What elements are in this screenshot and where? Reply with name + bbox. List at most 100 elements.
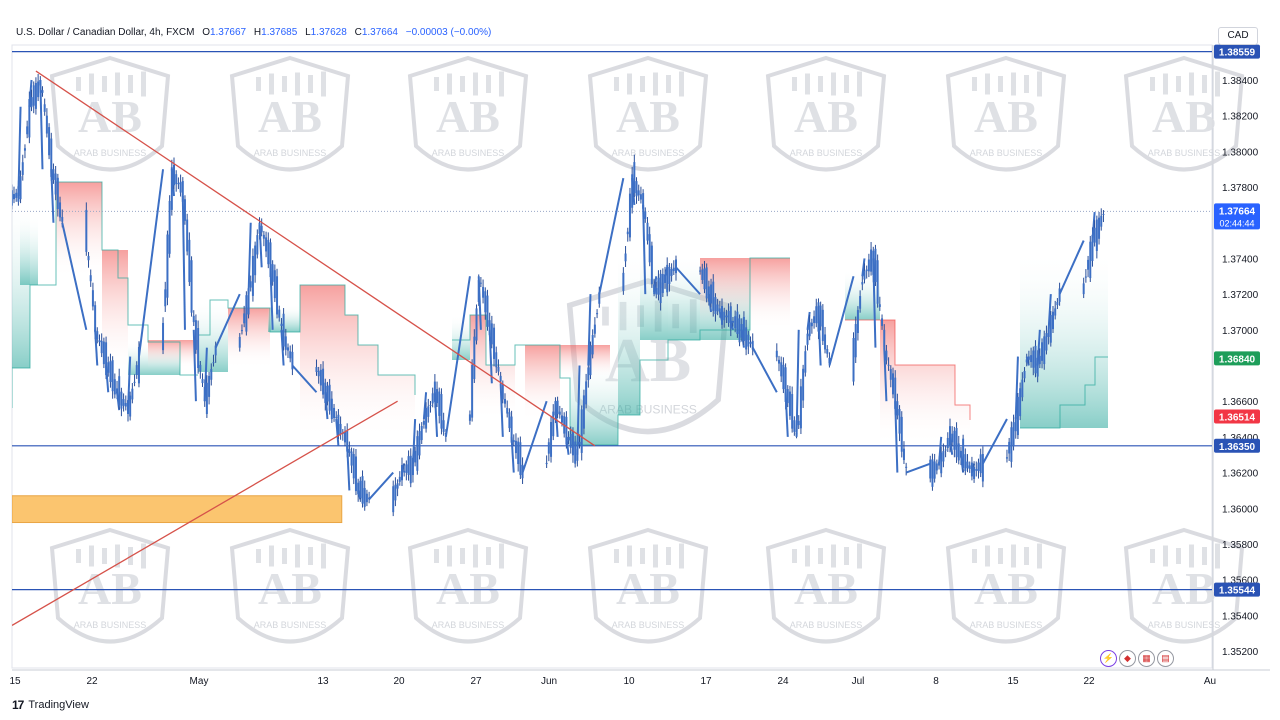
candle-body	[251, 255, 254, 296]
us-flag-icon[interactable]: ▤	[1157, 650, 1174, 667]
candle-body	[870, 249, 873, 272]
candle-body	[333, 407, 336, 418]
candle-body	[780, 362, 783, 377]
y-tick-label: 1.36600	[1222, 397, 1259, 408]
tradingview-logo[interactable]: 17 TradingView	[12, 698, 89, 712]
candle-body	[946, 437, 949, 449]
watermark-shield-icon: AB ARAB BUSINESS	[229, 55, 351, 172]
candle-body	[747, 334, 750, 347]
candle-body	[657, 277, 660, 295]
candle-body	[558, 411, 561, 415]
x-tick-label: Au	[1204, 676, 1216, 687]
candle-body	[175, 174, 178, 185]
price-badge-level[interactable]: 1.36350	[1214, 438, 1260, 453]
watermark-text: ARAB BUSINESS	[74, 148, 147, 158]
canada-flag-icon[interactable]: ◆	[1119, 650, 1136, 667]
candle-body	[1016, 396, 1019, 436]
y-tick-label: 1.37400	[1222, 254, 1259, 265]
close-value: 1.37664	[361, 27, 398, 38]
price-path-segment	[521, 400, 548, 473]
price-badge-support[interactable]: 1.36840	[1214, 351, 1260, 366]
svg-text:AB: AB	[794, 91, 858, 142]
candle-body	[1010, 427, 1013, 462]
candle-body	[626, 231, 629, 235]
candle-body	[813, 316, 816, 323]
candle-body	[414, 450, 417, 463]
candle-body	[734, 316, 737, 329]
candle-body	[475, 308, 478, 341]
candle-body	[668, 266, 671, 285]
candle-body	[968, 465, 971, 469]
price-axis[interactable]: 1.38400 1.38200 1.38000 1.37800 1.37400 1.372…	[1222, 76, 1259, 658]
candle-body	[889, 369, 892, 380]
candle-body	[256, 235, 259, 255]
watermark-text: ARAB BUSINESS	[74, 620, 147, 630]
candle-body	[736, 311, 739, 334]
candle-body	[826, 349, 829, 354]
candle-body	[504, 398, 506, 404]
candle-body	[655, 287, 658, 295]
candle-body	[514, 440, 517, 454]
lightning-icon[interactable]: ⚡	[1100, 650, 1117, 667]
candle-body	[425, 407, 428, 429]
candle-body	[436, 389, 439, 404]
watermark-text: ARAB BUSINESS	[432, 620, 505, 630]
candle-body	[650, 245, 653, 284]
candle-body	[552, 411, 555, 437]
candle-body	[12, 190, 13, 206]
calendar-icon[interactable]: ▦	[1138, 650, 1155, 667]
candle-body	[797, 420, 800, 426]
support-band	[198, 300, 228, 372]
candle-body	[56, 177, 59, 210]
candle-body	[23, 148, 26, 151]
candle-body	[240, 330, 243, 332]
candle-body	[955, 427, 958, 458]
candle-body	[468, 414, 471, 421]
price-badge-resistance[interactable]: 1.36514	[1214, 409, 1260, 424]
candle-body	[894, 377, 897, 409]
demand-zone[interactable]	[12, 495, 343, 524]
candle-body	[703, 268, 706, 290]
price-badge-level[interactable]: 1.38559	[1214, 44, 1260, 59]
price-path-segment	[729, 320, 734, 331]
currency-button[interactable]: CAD	[1218, 27, 1258, 45]
candle-body	[593, 324, 596, 334]
candle-body	[874, 248, 877, 283]
candle-body	[1043, 336, 1046, 365]
candle-body	[962, 438, 965, 468]
band-edge-line	[1020, 356, 1108, 429]
candle-body	[819, 305, 822, 327]
trendline[interactable]	[35, 70, 596, 447]
candle-body	[854, 324, 857, 358]
candle-body	[670, 269, 673, 276]
support-band	[845, 270, 880, 320]
price-path-segment	[894, 401, 899, 473]
price-path-segment	[127, 356, 132, 411]
time-axis[interactable]: 15 22 May 13 20 27 Jun 10 17 24 Jul 8 15 22 Au	[9, 676, 1216, 687]
candle-body	[804, 351, 807, 373]
price-badge-level[interactable]: 1.35544	[1214, 582, 1260, 597]
price-path-segment	[784, 392, 789, 437]
candle-body	[30, 97, 33, 108]
trendline[interactable]	[12, 400, 398, 626]
candle-body	[900, 416, 903, 452]
svg-text:AB: AB	[616, 91, 680, 142]
candle-body	[431, 393, 434, 404]
price-path-segment	[565, 436, 570, 455]
candle-body	[569, 434, 572, 448]
candle-body	[596, 313, 599, 315]
price-path-segment	[291, 364, 318, 393]
candle-body	[633, 162, 636, 194]
candle-body	[9, 186, 11, 212]
candle-body	[473, 336, 476, 380]
price-path-segment	[181, 195, 186, 330]
candle-body	[43, 104, 46, 112]
candle-body	[291, 351, 294, 370]
candle-body	[260, 225, 263, 233]
candle-body	[721, 306, 723, 325]
candle-body	[497, 366, 500, 372]
candle-body	[166, 234, 169, 298]
